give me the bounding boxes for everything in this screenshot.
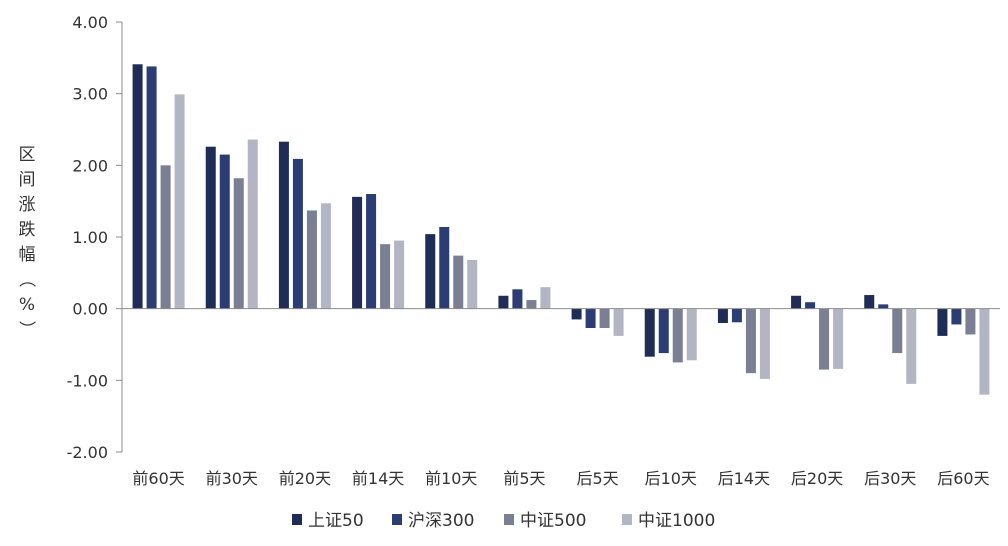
bar-3-1 (160, 165, 171, 309)
bar-3-5 (453, 255, 464, 309)
x-tick-label: 后5天 (576, 469, 618, 488)
y-axis: 4.00 3.00 2.00 1.00 0.00 -1.00 -2.00 (67, 13, 123, 462)
x-tick-label: 后60天 (937, 469, 989, 488)
bar-2-4 (366, 194, 377, 309)
legend-swatch (392, 514, 402, 525)
bar-2-7 (585, 308, 596, 329)
x-tick-label: 前60天 (132, 469, 184, 488)
bar-3-6 (526, 300, 537, 309)
bar-1-8 (644, 308, 655, 357)
y-axis-label-char: 间 (19, 170, 36, 190)
bar-4-2 (247, 139, 258, 309)
y-tick-label: -2.00 (67, 443, 108, 462)
x-tick-label: 后10天 (645, 469, 697, 488)
bar-4-1 (174, 94, 185, 309)
x-tick-label: 后14天 (718, 469, 770, 488)
bar-2-2 (219, 154, 230, 309)
legend-label: 中证500 (520, 511, 586, 531)
bar-2-6 (512, 289, 523, 309)
bar-2-3 (292, 158, 303, 309)
y-tick-label: 3.00 (72, 85, 108, 104)
bar-4-11 (906, 308, 917, 384)
y-axis-label-char: 区 (19, 145, 36, 165)
bar-1-7 (571, 308, 582, 320)
y-tick-label: -1.00 (67, 371, 108, 390)
bar-1-6 (498, 295, 509, 309)
bar-1-10 (791, 295, 802, 309)
x-tick-label: 前14天 (352, 469, 404, 488)
bar-4-8 (686, 308, 697, 361)
x-tick-label: 前5天 (503, 469, 545, 488)
bar-2-9 (731, 308, 742, 323)
bar-1-12 (937, 308, 948, 336)
bar-4-4 (394, 240, 405, 309)
x-tick-label: 前10天 (425, 469, 477, 488)
bar-1-1 (132, 64, 143, 309)
bar-4-12 (979, 308, 990, 395)
bar-1-5 (425, 234, 436, 309)
bar-3-9 (745, 308, 756, 374)
bar-2-8 (658, 308, 669, 354)
y-axis-label-char: （ (16, 271, 36, 288)
bar-4-7 (613, 308, 624, 336)
x-tick-label: 后20天 (791, 469, 843, 488)
bar-2-12 (951, 308, 962, 325)
legend-swatch (622, 514, 632, 525)
bar-4-5 (467, 259, 478, 309)
y-axis-label-char: % (19, 295, 35, 315)
bar-3-4 (380, 244, 391, 309)
bar-1-11 (864, 295, 875, 309)
legend-swatch (504, 514, 514, 525)
bar-3-3 (306, 210, 317, 309)
bar-4-6 (540, 287, 551, 309)
y-tick-label: 2.00 (72, 156, 108, 175)
bar-2-5 (439, 226, 450, 309)
legend: 上证50 沪深300 中证500 中证1000 (292, 511, 715, 531)
x-tick-label: 前30天 (206, 469, 258, 488)
bar-3-11 (892, 308, 903, 354)
bar-1-4 (352, 196, 363, 309)
bar-3-12 (965, 308, 976, 335)
legend-label: 中证1000 (638, 511, 715, 531)
bar-1-2 (205, 146, 216, 309)
y-tick-label: 1.00 (72, 228, 108, 247)
y-tick-label: 0.00 (72, 300, 108, 319)
legend-label: 上证50 (308, 511, 364, 531)
legend-swatch (292, 514, 302, 525)
bar-1-3 (278, 141, 289, 309)
bar-3-10 (819, 308, 830, 370)
bars (132, 64, 990, 395)
x-tick-label: 前20天 (279, 469, 331, 488)
y-tick-label: 4.00 (72, 13, 108, 32)
bar-3-7 (599, 308, 610, 329)
y-axis-label-char: ） (16, 321, 36, 338)
x-axis: 前60天 前30天 前20天 前14天 前10天 前5天 后5天 后10天 后14天 后20天 后3… (122, 308, 1000, 488)
legend-label: 沪深300 (408, 511, 474, 531)
bar-3-8 (672, 308, 683, 363)
bar-3-2 (233, 178, 244, 309)
y-axis-label-char: 跌 (19, 220, 36, 240)
bar-2-1 (146, 66, 157, 309)
bar-2-11 (878, 304, 889, 309)
y-axis-label-char: 涨 (19, 195, 36, 215)
bar-4-3 (320, 203, 331, 309)
bar-1-9 (717, 308, 728, 323)
y-axis-label-char: 幅 (19, 245, 36, 265)
bar-4-9 (759, 308, 770, 379)
bar-4-10 (833, 308, 844, 369)
bar-2-10 (805, 302, 816, 309)
x-tick-label: 后30天 (864, 469, 916, 488)
